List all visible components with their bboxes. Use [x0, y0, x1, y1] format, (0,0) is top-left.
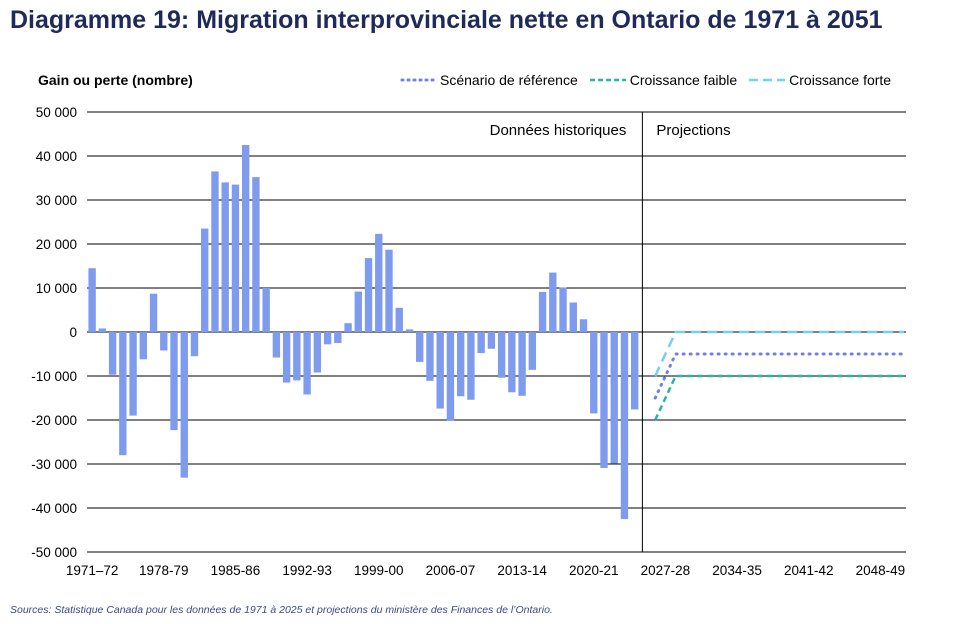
legend-swatch-reference	[400, 78, 436, 82]
bar	[119, 332, 127, 456]
bar	[211, 171, 219, 332]
bar	[467, 332, 475, 400]
x-tick-label: 1992-93	[282, 563, 332, 578]
bar	[262, 288, 270, 332]
bar	[590, 332, 598, 414]
bar	[149, 293, 158, 332]
bar	[160, 332, 168, 351]
bar	[549, 272, 557, 332]
y-tick-label: 30 000	[36, 193, 77, 208]
bar	[436, 332, 444, 409]
bar	[497, 332, 506, 378]
projection-line-high	[654, 330, 904, 377]
bar	[303, 332, 311, 395]
bar	[190, 332, 199, 357]
projection-line-reference	[653, 352, 906, 400]
bar	[569, 302, 577, 332]
legend-item-reference: Scénario de référence	[400, 72, 578, 88]
bar	[241, 145, 250, 332]
bar	[446, 332, 455, 421]
bar	[559, 287, 567, 332]
bar	[538, 291, 547, 332]
bar	[600, 332, 608, 468]
y-tick-label: -10 000	[31, 369, 77, 384]
bar	[487, 332, 496, 349]
x-tick-label: 2041-42	[784, 563, 834, 578]
bar	[252, 177, 260, 332]
bar	[477, 332, 485, 354]
legend: Scénario de référence Croissance faible …	[400, 72, 903, 88]
projection-line-low	[654, 374, 904, 421]
legend-item-low: Croissance faible	[589, 72, 738, 88]
bar	[139, 332, 147, 360]
region-label-projections: Projections	[656, 122, 730, 139]
x-tick-label: 1971–72	[66, 563, 119, 578]
bar	[364, 258, 373, 332]
bar	[180, 332, 188, 478]
bar	[405, 329, 414, 332]
bar	[344, 323, 352, 332]
legend-label-low: Croissance faible	[629, 72, 738, 88]
bar	[385, 249, 393, 332]
bar	[293, 332, 301, 381]
region-label-historical: Données historiques	[490, 122, 627, 139]
bar	[395, 307, 403, 332]
bar	[313, 332, 322, 373]
y-tick-label: -40 000	[31, 501, 77, 516]
bar	[98, 328, 107, 332]
bar	[375, 233, 383, 332]
bar	[231, 184, 240, 332]
x-tick-label: 2027-28	[641, 563, 691, 578]
y-tick-label: -20 000	[31, 413, 77, 428]
legend-label-high: Croissance forte	[789, 72, 892, 88]
x-tick-label: 2006-07	[426, 563, 476, 578]
x-tick-label: 2034-35	[712, 563, 762, 578]
bar	[528, 332, 537, 370]
x-tick-label: 2048-49	[856, 563, 906, 578]
bar	[221, 182, 229, 332]
bar	[129, 332, 137, 416]
bar	[282, 332, 291, 383]
bar	[518, 332, 526, 396]
legend-swatch-low	[589, 78, 626, 82]
y-tick-label: 20 000	[36, 237, 77, 252]
bar	[631, 332, 639, 410]
legend-item-high: Croissance forte	[749, 72, 891, 88]
y-tick-label: -50 000	[31, 545, 77, 560]
y-axis-label: Gain ou perte (nombre)	[38, 72, 193, 88]
bar	[201, 228, 209, 332]
x-tick-label: 1985-86	[211, 563, 261, 578]
bar	[456, 332, 465, 397]
bar	[610, 332, 618, 464]
x-tick-label: 1978-79	[139, 563, 189, 578]
bar	[323, 332, 332, 345]
bar	[620, 332, 629, 519]
y-tick-label: 10 000	[36, 281, 77, 296]
bar	[334, 332, 342, 343]
y-tick-label: -30 000	[31, 457, 77, 472]
bar	[354, 291, 362, 332]
bar	[426, 332, 434, 381]
bar	[272, 332, 281, 358]
bar	[416, 332, 424, 362]
x-tick-label: 2020-21	[569, 563, 619, 578]
bar	[170, 332, 178, 431]
bar	[579, 319, 588, 332]
bar	[88, 268, 96, 332]
y-tick-label: 50 000	[36, 105, 77, 120]
bar	[508, 332, 516, 393]
legend-swatch-high	[749, 78, 786, 82]
source-note: Sources: Statistique Canada pour les don…	[10, 604, 553, 616]
legend-label-reference: Scénario de référence	[440, 72, 578, 88]
x-tick-label: 1999-00	[354, 563, 404, 578]
y-tick-label: 0	[69, 325, 77, 340]
x-tick-label: 2013-14	[497, 563, 547, 578]
bar	[108, 332, 117, 375]
chart-title: Diagramme 19: Migration interprovinciale…	[10, 6, 883, 34]
y-tick-label: 40 000	[36, 149, 77, 164]
